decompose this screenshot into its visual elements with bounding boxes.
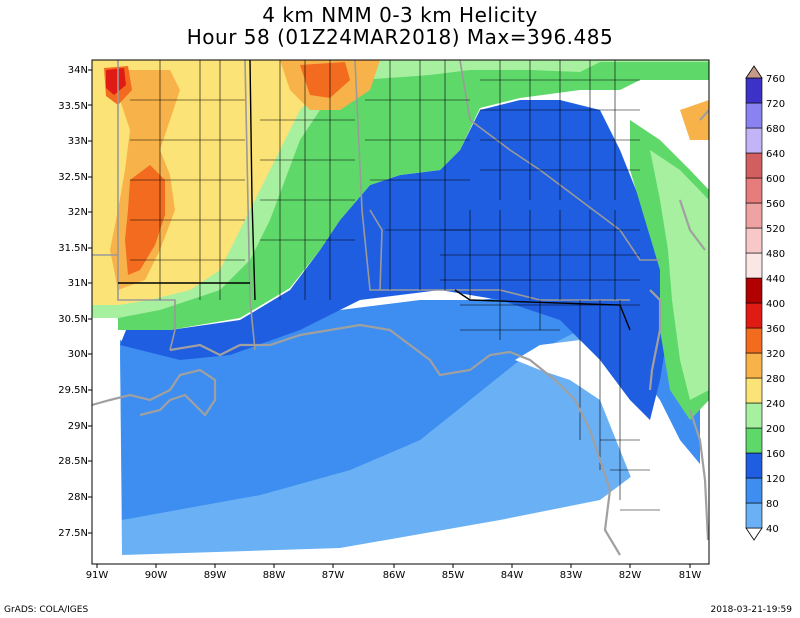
colorbar-label: 80 (766, 499, 779, 510)
colorbar-swatch (745, 65, 763, 79)
contour-400 (106, 68, 126, 95)
colorbar-label: 560 (766, 199, 785, 210)
colorbar-label: 760 (766, 74, 785, 85)
lon-axis: 91W 90W 89W 88W 87W 86W 85W 84W 83W 82W … (86, 564, 702, 581)
contour-low-fl (515, 340, 705, 555)
county-borders (130, 60, 660, 511)
lon-label: 85W (442, 570, 465, 581)
lon-label: 83W (560, 570, 583, 581)
state-lines (118, 60, 631, 331)
lat-label: 34N (68, 65, 88, 76)
lat-label: 28N (68, 492, 88, 503)
lon-label: 86W (383, 570, 406, 581)
colorbar-swatch (745, 127, 763, 154)
colorbar-label: 480 (766, 249, 785, 260)
colorbar-swatch (745, 352, 763, 379)
colorbar-label: 640 (766, 149, 785, 160)
lat-label: 29N (68, 421, 88, 432)
chart-title: 4 km NMM 0-3 km Helicity (262, 3, 538, 27)
colorbar: 40 80 120 160 200 240 280 320 360 400 440 480 520 560… (745, 65, 785, 541)
colorbar-swatch (745, 477, 763, 504)
colorbar-label: 520 (766, 224, 785, 235)
colorbar-swatch (745, 402, 763, 429)
colorbar-label: 720 (766, 99, 785, 110)
lat-label: 32N (68, 207, 88, 218)
colorbar-swatch (745, 102, 763, 129)
lat-label: 31N (68, 278, 88, 289)
colorbar-label: 680 (766, 124, 785, 135)
lat-label: 31.5N (58, 243, 88, 254)
lon-label: 90W (145, 570, 168, 581)
colorbar-label: 240 (766, 399, 785, 410)
footer-timestamp: 2018-03-21-19:59 (710, 605, 793, 615)
colorbar-label: 200 (766, 424, 785, 435)
colorbar-label: 440 (766, 274, 785, 285)
lat-label: 28.5N (58, 456, 88, 467)
colorbar-label: 320 (766, 349, 785, 360)
lat-label: 32.5N (58, 172, 88, 183)
colorbar-swatch (745, 327, 763, 354)
lon-label: 81W (679, 570, 702, 581)
lat-ticks (88, 69, 92, 534)
contour-360-north (300, 62, 350, 98)
colorbar-label: 40 (766, 524, 779, 535)
lat-axis: 34N 33.5N 33N 32.5N 32N 31.5N 31N 30.5N … (58, 65, 92, 539)
colorbar-swatch (745, 427, 763, 454)
colorbar-swatch (745, 502, 763, 529)
colorbar-swatch (745, 227, 763, 254)
colorbar-swatch (745, 377, 763, 404)
colorbar-swatch (745, 252, 763, 279)
lon-label: 82W (619, 570, 642, 581)
lat-label: 30N (68, 349, 88, 360)
colorbar-label: 280 (766, 374, 785, 385)
contour-80-gulf (130, 380, 520, 552)
lon-label: 87W (322, 570, 345, 581)
contour-320-east (680, 100, 709, 140)
lon-label: 89W (204, 570, 227, 581)
colorbar-label: 120 (766, 474, 785, 485)
lat-label: 27.5N (58, 528, 88, 539)
lon-label: 88W (263, 570, 286, 581)
colorbar-swatch (745, 302, 763, 329)
lat-label: 30.5N (58, 314, 88, 325)
colorbar-swatch (745, 202, 763, 229)
colorbar-swatch (745, 277, 763, 304)
chart-subtitle: Hour 58 (01Z24MAR2018) Max=396.485 (186, 25, 614, 49)
colorbar-swatch (745, 177, 763, 204)
colorbar-label: 400 (766, 299, 785, 310)
lat-label: 33.5N (58, 101, 88, 112)
colorbar-swatch (745, 527, 763, 541)
colorbar-swatch (745, 452, 763, 479)
lon-label: 91W (86, 570, 109, 581)
colorbar-label: 160 (766, 449, 785, 460)
contour-120-gulf (122, 360, 500, 515)
colorbar-label: 360 (766, 324, 785, 335)
footer-credit: GrADS: COLA/IGES (4, 605, 89, 615)
colorbar-swatch (745, 152, 763, 179)
lon-ticks (96, 564, 691, 568)
colorbar-swatch (745, 77, 763, 104)
contour-240-east (650, 150, 709, 400)
plot-frame (91, 59, 710, 565)
helicity-field (92, 60, 709, 555)
contour-200 (118, 60, 709, 330)
contour-160 (120, 100, 670, 420)
colorbar-label: 600 (766, 174, 785, 185)
lat-label: 33N (68, 136, 88, 147)
lat-label: 29.5N (58, 385, 88, 396)
coastline (92, 109, 709, 556)
lon-label: 84W (501, 570, 524, 581)
